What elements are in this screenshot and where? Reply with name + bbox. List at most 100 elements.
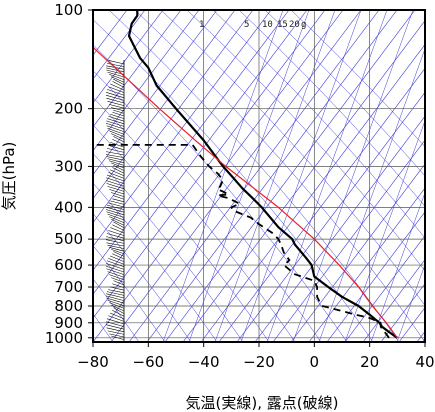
adiabat-line [264, 10, 425, 177]
wind-barb [107, 330, 125, 335]
wind-barb [106, 297, 125, 304]
adiabat-line [160, 10, 425, 306]
adiabat-line [238, 10, 425, 207]
wind-barb [108, 289, 125, 294]
wind-barb [106, 92, 125, 99]
wind-barb [105, 265, 125, 273]
wind-barb [106, 236, 125, 242]
wind-barb [110, 286, 125, 291]
wind-barb [106, 318, 125, 325]
isotherm-line [128, 10, 380, 342]
wind-barb [110, 142, 125, 148]
wind-barb [113, 280, 125, 286]
wind-barb [105, 154, 125, 158]
mixing-ratio-label: 1 [199, 20, 204, 30]
wind-barb [111, 304, 125, 312]
wind-barb [108, 315, 125, 322]
wind-barb [109, 302, 125, 309]
wind-barb [110, 114, 125, 119]
wind-barb [110, 133, 125, 140]
wind-barb [105, 239, 125, 244]
wind-barb [106, 174, 125, 182]
y-tick-label: 400 [54, 198, 83, 216]
wind-barb [109, 189, 125, 195]
wind-barb [106, 268, 125, 275]
wind-barb [105, 94, 125, 101]
adiabat-line [212, 10, 425, 239]
wind-barb [111, 335, 125, 340]
isotherm-line [344, 235, 425, 342]
wind-barb [113, 109, 125, 114]
mixing-ratio-labels: 1 5 10 15 20 g [199, 20, 306, 30]
wind-barb [109, 247, 125, 252]
wind-barb [106, 321, 125, 327]
y-tick-label: 200 [54, 100, 83, 118]
x-tick-label: −20 [243, 353, 275, 371]
wind-barb [112, 167, 125, 174]
wind-barb [113, 195, 125, 200]
isotherm-line [398, 306, 425, 342]
isotherm-line [93, 10, 344, 342]
wind-barb [106, 183, 125, 190]
wind-barb [107, 101, 125, 106]
wind-barb [105, 295, 125, 301]
wind-barb [105, 180, 125, 187]
y-tick-label: 800 [54, 297, 83, 315]
wind-barb [107, 118, 125, 125]
y-tick-label: 700 [54, 278, 83, 296]
wind-barb [106, 327, 125, 333]
wind-barb [106, 120, 125, 127]
wind-barb [106, 211, 125, 218]
wind-barb [111, 192, 125, 197]
profile-series [93, 10, 398, 339]
wind-barb [108, 60, 125, 65]
x-tick-label: −60 [133, 353, 165, 371]
wind-barb [107, 158, 125, 164]
wind-barb [108, 145, 125, 151]
isotherm-line [93, 10, 326, 319]
y-tick-label: 500 [54, 230, 83, 248]
wind-barb [107, 186, 125, 192]
wind-barb [112, 111, 125, 117]
wind-barb [105, 122, 125, 130]
y-tick-label: 300 [54, 157, 83, 175]
wind-barb [107, 271, 125, 278]
wind-barb [110, 107, 125, 112]
y-tick-label: 1000 [45, 329, 83, 347]
adiabat-line [93, 44, 348, 342]
wind-barb [109, 104, 125, 109]
wind-barb [110, 200, 125, 205]
x-axis-title: 気温(実線), 露点(破線) [186, 394, 339, 412]
wind-barb [106, 260, 125, 268]
wind-barb [106, 97, 125, 104]
mixing-ratio-label: 15 [277, 20, 288, 30]
y-tick-label: 900 [54, 314, 83, 332]
wind-barb [107, 213, 125, 221]
wind-barb [106, 151, 125, 156]
isotherm-line [93, 10, 182, 128]
wind-barb [106, 177, 125, 184]
wind-barb [107, 127, 125, 135]
wind-barb [105, 209, 125, 216]
x-axis: −80 −60 −40 −20 0 20 40 [77, 342, 435, 371]
adiabat-line [186, 10, 425, 272]
x-tick-label: 40 [415, 353, 434, 371]
wind-barb [112, 253, 125, 260]
dewpoint-line [93, 144, 390, 339]
wind-barb [111, 249, 125, 255]
wind-barb [106, 156, 125, 161]
wind-barbs [105, 60, 125, 342]
wind-barb [108, 74, 125, 80]
wind-barb [110, 227, 125, 234]
mixing-ratio-label: 5 [244, 20, 249, 30]
wind-barb [106, 233, 125, 239]
mixing-ratio-label: g [301, 20, 306, 30]
isotherm-line [93, 10, 146, 80]
wind-barb [107, 89, 125, 96]
wind-barb [108, 172, 125, 179]
wind-barb [108, 116, 125, 122]
wind-barb [108, 202, 125, 208]
adiabat-line [93, 213, 192, 342]
